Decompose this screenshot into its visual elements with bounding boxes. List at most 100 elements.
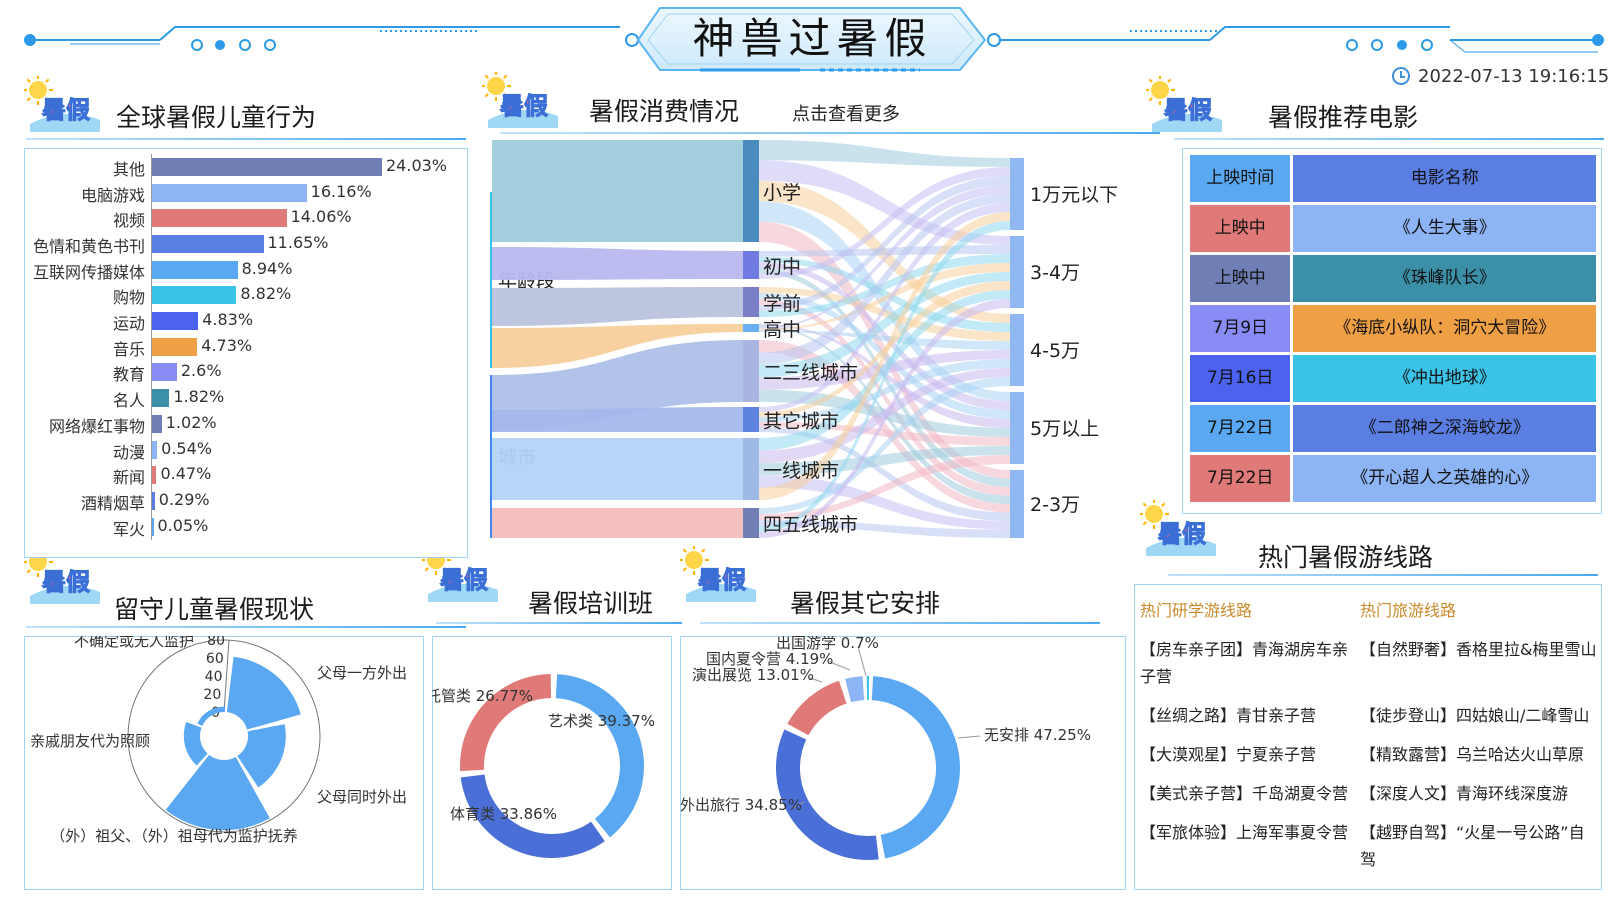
donut-segment[interactable]: [866, 676, 870, 701]
table-row[interactable]: 7月16日 《冲出地球》: [1190, 355, 1596, 402]
study-route-item[interactable]: 【大漠观星】宁夏亲子营: [1140, 745, 1317, 764]
table-row[interactable]: 7月9日 《海底小纵队：洞穴大冒险》: [1190, 305, 1596, 352]
travel-route-item[interactable]: 【深度人文】青海环线深度游: [1360, 784, 1569, 803]
travel-route-item[interactable]: 【徒步登山】四姑娘山/二峰雪山: [1360, 706, 1590, 725]
bar[interactable]: [152, 363, 177, 382]
sankey-link[interactable]: [759, 340, 1010, 513]
sankey-link[interactable]: [492, 140, 743, 242]
table-row[interactable]: 上映中 《人生大事》: [1190, 205, 1596, 252]
sankey-middle-node[interactable]: [743, 438, 759, 500]
sankey-middle-node[interactable]: [743, 287, 759, 317]
bar[interactable]: [152, 440, 158, 459]
bar[interactable]: [152, 157, 382, 176]
sankey-middle-node[interactable]: [743, 340, 759, 402]
sankey-link[interactable]: [759, 299, 1010, 538]
bar[interactable]: [152, 260, 238, 279]
see-more-link[interactable]: 点击查看更多: [792, 104, 900, 125]
sankey-link[interactable]: [759, 272, 1010, 378]
sankey-link[interactable]: [759, 290, 1010, 451]
bar[interactable]: [152, 312, 199, 331]
polar-sector[interactable]: [197, 706, 226, 726]
polar-sector[interactable]: [183, 722, 208, 766]
sankey-link[interactable]: [759, 194, 1010, 365]
travel-route-item[interactable]: 【越野自驾】“火星一号公路”自驾: [1360, 823, 1585, 869]
sankey-source-node[interactable]: [490, 192, 492, 368]
sankey-link[interactable]: [759, 520, 1010, 538]
sankey-middle-node[interactable]: [743, 324, 759, 332]
bar[interactable]: [152, 389, 170, 408]
table-row[interactable]: 7月22日 《二郎神之深海蛟龙》: [1190, 405, 1596, 452]
donut-segment[interactable]: [555, 674, 644, 838]
bar[interactable]: [152, 234, 264, 253]
bar[interactable]: [152, 286, 237, 305]
sankey-link[interactable]: [759, 299, 1010, 496]
bar-category-label: 教育: [112, 365, 145, 385]
sankey-link[interactable]: [759, 427, 1010, 521]
sankey-link[interactable]: [492, 508, 743, 538]
sankey-link[interactable]: [759, 263, 1010, 331]
donut-segment[interactable]: [845, 676, 865, 703]
sankey-source-node[interactable]: [490, 375, 492, 538]
study-route-item[interactable]: 【丝绸之路】青甘亲子营: [1140, 706, 1317, 725]
donut-segment[interactable]: [776, 729, 879, 860]
sankey-link[interactable]: [759, 176, 1010, 311]
sankey-target-node[interactable]: [1010, 314, 1024, 386]
travel-route-item[interactable]: 【自然野奢】香格里拉&梅里雪山: [1360, 640, 1597, 659]
sankey-link[interactable]: [759, 221, 1010, 532]
header-name: 电影名称: [1293, 155, 1596, 202]
sankey-link[interactable]: [759, 160, 1010, 245]
sankey-target-node[interactable]: [1010, 236, 1024, 308]
sankey-target-node[interactable]: [1010, 392, 1024, 464]
sankey-middle-node[interactable]: [743, 508, 759, 538]
bar[interactable]: [152, 517, 154, 536]
polar-sector[interactable]: [237, 724, 286, 788]
sankey-link[interactable]: [492, 287, 743, 326]
study-route-item[interactable]: 【军旅体验】上海军事夏令营: [1140, 823, 1349, 842]
sankey-middle-node[interactable]: [743, 140, 759, 242]
sankey-link[interactable]: [759, 140, 1010, 167]
sankey-link[interactable]: [759, 475, 1010, 530]
sankey-link[interactable]: [492, 340, 743, 430]
polar-sector[interactable]: [165, 754, 270, 831]
bar[interactable]: [152, 414, 162, 433]
travel-route-item[interactable]: 【精致露营】乌兰哈达火山草原: [1360, 745, 1585, 764]
sankey-link[interactable]: [759, 254, 1010, 317]
sankey-link[interactable]: [759, 167, 1010, 279]
sankey-link[interactable]: [759, 185, 1010, 329]
sankey-target-node[interactable]: [1010, 470, 1024, 538]
sankey-link[interactable]: [759, 377, 1010, 514]
bar-category-label: 名人: [112, 391, 145, 411]
sankey-link[interactable]: [759, 212, 1010, 500]
bar-value-label: 0.29%: [158, 489, 210, 509]
sankey-link[interactable]: [759, 256, 1010, 332]
donut-segment[interactable]: [871, 676, 960, 859]
sankey-link[interactable]: [759, 330, 1010, 350]
sankey-link[interactable]: [759, 281, 1010, 417]
polar-sector[interactable]: [226, 656, 301, 730]
sankey-link[interactable]: [759, 203, 1010, 412]
donut-segment[interactable]: [460, 774, 605, 858]
sankey-link[interactable]: [759, 359, 1010, 422]
bar[interactable]: [152, 183, 307, 202]
sankey-middle-node[interactable]: [743, 407, 759, 432]
table-row[interactable]: 上映中 《珠峰队长》: [1190, 255, 1596, 302]
movie-name: 《珠峰队长》: [1293, 255, 1596, 302]
sankey-link[interactable]: [492, 324, 743, 368]
polar-category-label: 父母同时外出: [317, 788, 407, 806]
donut-segment[interactable]: [460, 674, 552, 772]
sankey-link[interactable]: [492, 407, 743, 432]
bar[interactable]: [152, 209, 287, 228]
sankey-link[interactable]: [492, 438, 743, 500]
study-route-item[interactable]: 【房车亲子团】青海湖房车亲子营: [1140, 640, 1349, 686]
donut-segment[interactable]: [787, 680, 847, 736]
bar[interactable]: [152, 466, 157, 485]
table-row[interactable]: 7月22日 《开心超人之英雄的心》: [1190, 455, 1596, 502]
sankey-middle-node[interactable]: [743, 251, 759, 279]
sankey-link[interactable]: [759, 368, 1010, 463]
bar[interactable]: [152, 491, 155, 510]
study-route-item[interactable]: 【美式亲子营】千岛湖夏令营: [1140, 784, 1349, 803]
bar[interactable]: [152, 337, 198, 356]
sankey-link[interactable]: [759, 455, 1010, 520]
sankey-link[interactable]: [492, 247, 743, 280]
sankey-target-node[interactable]: [1010, 158, 1024, 230]
